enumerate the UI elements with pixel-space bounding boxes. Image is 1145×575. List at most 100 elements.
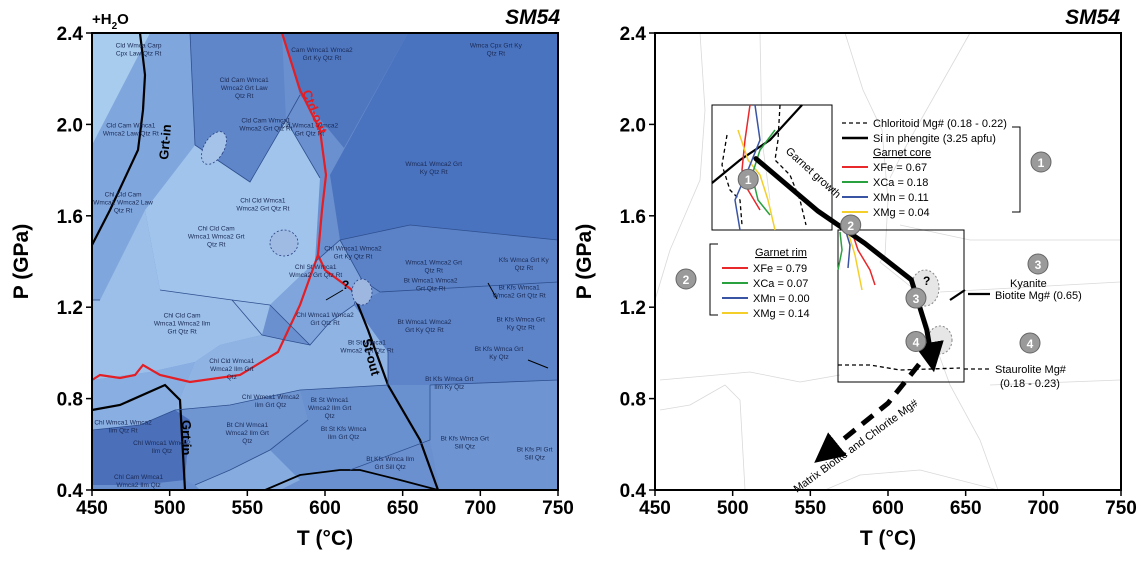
legend-garnet-core: Chloritoid Mg# (0.18 - 0.22) Si in pheng…: [842, 118, 1021, 219]
field-label: Bt St Wmca1 Wmca2 Ilm Grt Qtz: [308, 397, 352, 420]
x-tick-label: 700: [464, 498, 496, 519]
annotation-staurolite: Staurolite Mg#: [995, 364, 1067, 376]
x-tick-label: 500: [717, 498, 749, 519]
field-label: Chl Cld Cam Wmca1 Wmca2 Grt Qtz Rt: [188, 226, 245, 249]
badge-4: [1019, 332, 1041, 354]
point-label: 1: [745, 173, 752, 187]
field-label: Bt Kfs Wmca Grt Ilm Ky Qtz: [425, 376, 474, 391]
legend-label: XFe = 0.67: [873, 162, 927, 174]
pt-path-arrow: [753, 156, 944, 373]
legend-bracket: [709, 243, 718, 316]
field-region: [92, 362, 195, 430]
y-axis-label: P (GPa): [10, 224, 33, 299]
field-label: Cld Wmca Carp Cpx Law Qtz Rt: [116, 42, 162, 57]
field-label: Bt Kfs Wmca Grt Sill Qtz: [441, 435, 490, 450]
leader-arrow: [527, 359, 549, 369]
field-label: Cld Cam Wmca1 Wmca2 Law Qtz Rt: [103, 122, 159, 137]
field-label: Kfs Wmca Grt Ky Qtz Rt: [499, 257, 550, 272]
field-label: Chl Wmca1 Wmca2 Grt Qtz Rt: [296, 312, 354, 327]
retrograde-path-arrow: [814, 362, 922, 463]
y-tick-label: 1.6: [57, 207, 83, 228]
field-label: Bt Kfs Wmca Ilm Grt Sill Qtz: [366, 456, 414, 471]
xmg-isopleth: [847, 231, 863, 291]
x-tick-label: 500: [154, 498, 186, 519]
field-label: Bt Chl Wmca1 Wmca2 Ilm Grt Qtz: [226, 422, 270, 445]
field-region: [145, 120, 320, 305]
y-tick-label: 2.0: [620, 115, 646, 136]
field-label: Bt Wmca1 Wmca2 Grt Ky Qtz Rt: [398, 319, 452, 334]
field-region: [282, 33, 408, 148]
right-pt-path-diagram: SM54: [573, 6, 1137, 550]
water-label: +H2O: [92, 11, 129, 32]
y-tick-label: 2.4: [57, 24, 84, 45]
field-ellipse: [269, 229, 299, 257]
legend-heading-rim: Garnet rim: [755, 247, 807, 259]
field-region: [330, 33, 558, 240]
field-label: Chl Cld Cam Wmca1 Wmca2 Law Qtz Rt: [93, 191, 153, 214]
field-region: [270, 385, 430, 480]
field-label: Bt St Kfs Wmca Ilm Grt Qtz: [321, 426, 367, 441]
y-tick-label: 0.8: [57, 390, 83, 411]
field-label: Chl Cld Wmca1 Wmca2 Grt Qtz Rt: [236, 198, 289, 213]
field-label: Chl Wmca1 Wmca2 Ilm Qtz: [133, 440, 191, 455]
badge-2: [675, 268, 697, 290]
question-mark: ?: [342, 278, 349, 292]
y-tick-label: 0.4: [57, 481, 84, 502]
field-region: [340, 225, 558, 292]
y-tick-label: 0.4: [620, 481, 647, 502]
field-label: Cld Cam Wmca1 Wmca2 Grt Qtz Rt: [239, 118, 292, 133]
axes: 450 500 550 600 650 700 750 0.4 0.8 1.2 1.6 2.0 2.4 T…: [573, 24, 1137, 550]
x-tick-label: 700: [1027, 498, 1059, 519]
legend-garnet-rim: Garnet rim XFe = 0.79 XCa = 0.07 XMn = 0.0…: [709, 243, 810, 320]
grt-in-line-upper: [91, 32, 147, 246]
field-label: Wmca Cpx Grt Ky Qtz Rt: [470, 42, 523, 57]
x-tick-label: 450: [639, 498, 671, 519]
y-tick-label: 1.6: [620, 207, 646, 228]
leader-arrow: [487, 282, 498, 300]
field-label: Chl Cld Cam Wmca1 Wmca2 Ilm Grt Qtz Rt: [154, 312, 210, 335]
field-label: Chl Cam Wmca1 Wmca2 Ilm Qtz: [114, 474, 164, 489]
field-label: Bt Kfs Wmca Grt Ky Qtz: [475, 346, 524, 361]
chloritoid-line: [721, 134, 743, 226]
y-tick-label: 2.4: [620, 24, 647, 45]
right-title: SM54: [1065, 6, 1120, 29]
x-tick-label: 450: [76, 498, 108, 519]
xmn-isopleth: [845, 231, 851, 269]
y-tick-label: 1.2: [620, 298, 646, 319]
legend-label: XMg = 0.04: [873, 207, 930, 219]
field-ellipse: [201, 131, 227, 165]
badge-2-label: 2: [683, 273, 690, 287]
x-tick-label: 600: [872, 498, 904, 519]
y-tick-label: 0.8: [620, 390, 646, 411]
badge-3-label: 3: [1035, 258, 1042, 272]
badge-1: [1030, 151, 1052, 173]
field-region: [175, 305, 388, 410]
point-label: 2: [847, 219, 854, 233]
badge-1-label: 1: [1038, 156, 1045, 170]
field-label: Cld Cam Wmca1 Wmca2 Grt Law Qtz Rt: [220, 77, 270, 100]
y-tick-label: 1.2: [57, 298, 83, 319]
field-label: Bt St Wmca1 Wmca2 Grt Qtz Rt: [340, 339, 393, 354]
biotite-line: [949, 289, 966, 301]
legend-label: XCa = 0.18: [873, 177, 928, 189]
line-label-grt-in-upper: Grt-in: [156, 124, 174, 161]
field-label: Bt Kfs Wmca Grt Ky Qtz Rt: [497, 316, 546, 331]
ctd-out-line: [280, 32, 353, 291]
legend-label-chloritoid: Chloritoid Mg# (0.18 - 0.22): [873, 118, 1007, 130]
legend-label-si-phengite: Si in phengite (3.25 apfu): [873, 133, 996, 145]
phase-boundaries: [91, 32, 559, 491]
minor-boundaries: [91, 32, 559, 486]
legend-label: XCa = 0.07: [753, 278, 808, 290]
legend-label: XMn = 0.11: [873, 192, 929, 204]
inset-1-isopleths: [711, 104, 807, 231]
xfe-isopleth: [741, 104, 761, 211]
point-marker: [905, 287, 927, 309]
legend-entries: XFe = 0.79 XCa = 0.07 XMn = 0.00 XMg = 0.14: [722, 263, 810, 320]
field-label: Chl Wmca1 Wmca2 Grt Ky Qtz Rt: [324, 246, 382, 261]
xmg-isopleth: [737, 129, 776, 231]
x-tick-label: 550: [794, 498, 826, 519]
field-label: Bt Wmca1 Wmca2 Grt Qtz Rt: [404, 278, 458, 293]
xca-isopleth: [837, 231, 843, 271]
annotation-biotite: Biotite Mg# (0.65): [995, 290, 1082, 302]
field-label: Wmca1 Wmca2 Grt Qtz Rt: [405, 259, 462, 274]
